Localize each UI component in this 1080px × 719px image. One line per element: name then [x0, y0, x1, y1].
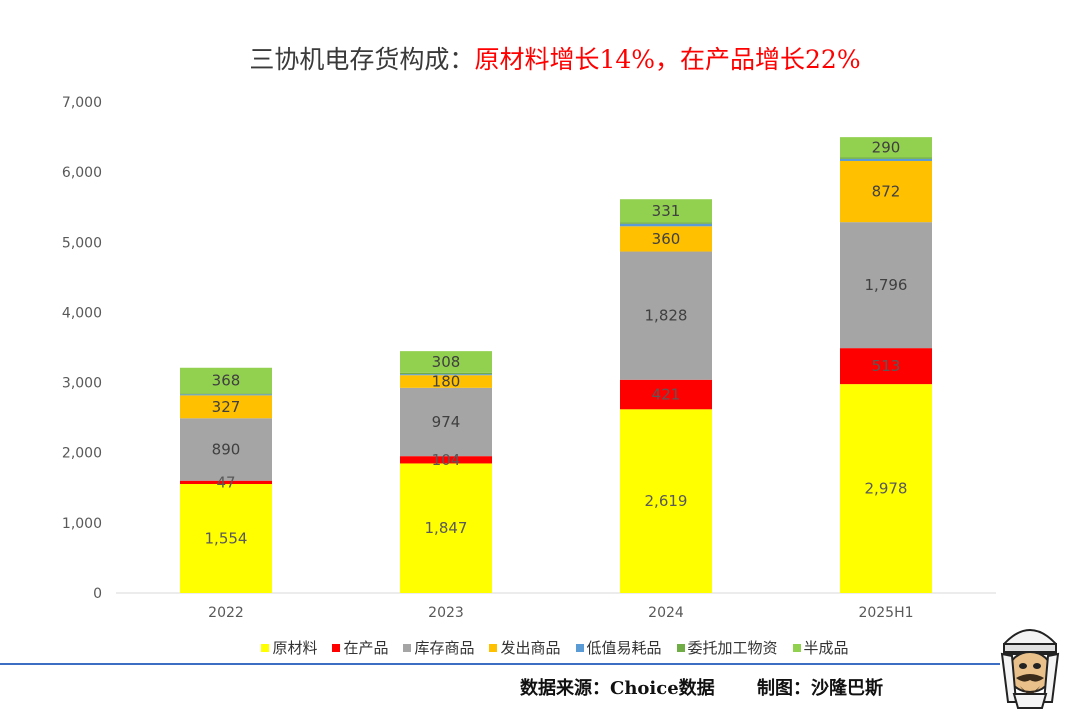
legend-swatch	[489, 643, 498, 652]
bar-segment	[620, 223, 712, 227]
bar-segment	[180, 393, 272, 395]
x-tick-label: 2024	[648, 605, 684, 621]
data-label: 308	[432, 353, 461, 371]
legend-item: 委托加工物资	[676, 637, 778, 658]
footer-divider	[0, 663, 1000, 665]
data-label: 2,619	[645, 492, 688, 510]
legend-swatch	[403, 643, 412, 652]
y-tick-label: 0	[93, 586, 102, 602]
title-highlight: 原材料增长14%，在产品增长22%	[474, 45, 861, 74]
data-label: 331	[652, 202, 681, 220]
bar-segment	[620, 379, 712, 410]
data-label: 180	[432, 373, 461, 391]
data-label: 421	[652, 386, 681, 404]
legend-label: 低值易耗品	[586, 639, 662, 657]
legend-swatch	[792, 643, 801, 652]
bar-segment	[620, 251, 712, 380]
bar-segment	[840, 348, 932, 385]
y-tick-label: 1,000	[62, 516, 102, 532]
y-axis: 0 1,000 2,000 3,000 4,000 5,000 6,000 7,000	[62, 95, 102, 602]
legend-item: 发出商品	[489, 637, 561, 658]
legend-item: 半成品	[792, 637, 849, 658]
chart-credit: 制图：沙隆巴斯	[756, 678, 883, 699]
bar-segment	[400, 372, 492, 375]
legend-label: 委托加工物资	[687, 639, 778, 657]
chart-legend: 原材料 在产品 库存商品 发出商品 低值易耗品 委托加工物资 半成品	[0, 637, 1080, 658]
y-tick-label: 3,000	[62, 376, 102, 392]
legend-label: 发出商品	[500, 639, 561, 657]
bar-segment	[180, 394, 272, 396]
bar-segment	[400, 456, 492, 464]
y-tick-label: 7,000	[62, 95, 102, 111]
legend-item: 原材料	[261, 637, 317, 658]
bar-segment	[180, 367, 272, 394]
legend-item: 库存商品	[403, 637, 474, 658]
bar-segment	[400, 463, 492, 593]
data-label: 513	[872, 357, 901, 375]
data-label: 104	[432, 451, 461, 469]
data-label: 368	[212, 372, 241, 390]
data-label: 1,847	[425, 519, 468, 537]
x-tick-label: 2023	[428, 605, 464, 621]
data-label: 890	[212, 440, 241, 458]
data-label: 1,796	[865, 276, 908, 294]
y-tick-label: 2,000	[62, 446, 102, 462]
legend-label: 半成品	[803, 639, 849, 657]
cartoon-mascot-icon	[1000, 629, 1060, 709]
data-label: 974	[432, 413, 461, 431]
bar-segment	[180, 395, 272, 419]
stacked-bar-chart: 0 1,000 2,000 3,000 4,000 5,000 6,000 7,000 202…	[62, 95, 996, 621]
y-tick-label: 6,000	[62, 165, 102, 181]
chart-title: 三协机电存货构成：原材料增长14%，在产品增长22%	[0, 44, 1080, 76]
legend-swatch	[676, 643, 685, 652]
bar-segment	[840, 157, 932, 159]
bar-segment	[400, 351, 492, 373]
data-label: 872	[872, 183, 901, 201]
bar-segment	[840, 158, 932, 161]
legend-label: 原材料	[272, 639, 318, 657]
source-note: 数据来源：Choice数据	[520, 678, 715, 699]
bar-segment	[840, 222, 932, 349]
bar-series	[180, 137, 932, 593]
footer: 数据来源：Choice数据 制图：沙隆巴斯	[520, 674, 883, 700]
bar-segment	[400, 375, 492, 388]
legend-swatch	[261, 643, 270, 652]
data-label: 47	[216, 473, 235, 491]
legend-label: 库存商品	[414, 639, 475, 657]
bar-segment	[840, 137, 932, 158]
y-tick-label: 5,000	[62, 235, 102, 251]
data-label: 327	[212, 398, 241, 416]
bar-segment	[620, 222, 712, 224]
data-label: 1,554	[205, 529, 248, 547]
data-labels: 1,554 47 890 327 368 1,847 104 974 180 308 2,619 42…	[205, 138, 908, 547]
legend-item: 低值易耗品	[575, 637, 662, 658]
bar-segment	[620, 409, 712, 593]
legend-swatch	[332, 643, 341, 652]
bar-segment	[400, 387, 492, 457]
x-tick-label: 2025H1	[858, 605, 913, 621]
bar-segment	[840, 384, 932, 593]
bar-segment	[180, 480, 272, 484]
x-tick-label: 2022	[208, 605, 244, 621]
data-label: 360	[652, 230, 681, 248]
x-axis: 2022 2023 2024 2025H1	[116, 592, 996, 621]
data-label: 1,828	[645, 307, 688, 325]
y-tick-label: 4,000	[62, 305, 102, 321]
legend-item: 在产品	[332, 637, 388, 658]
title-lead: 三协机电存货构成：	[249, 45, 475, 74]
bar-segment	[620, 226, 712, 252]
legend-swatch	[575, 643, 584, 652]
bar-segment	[180, 483, 272, 593]
bar-segment	[180, 418, 272, 481]
bar-segment	[840, 160, 932, 223]
bar-segment	[620, 199, 712, 223]
legend-label: 在产品	[343, 639, 389, 657]
bar-segment	[400, 374, 492, 376]
data-label: 290	[872, 138, 901, 156]
data-label: 2,978	[865, 480, 908, 498]
